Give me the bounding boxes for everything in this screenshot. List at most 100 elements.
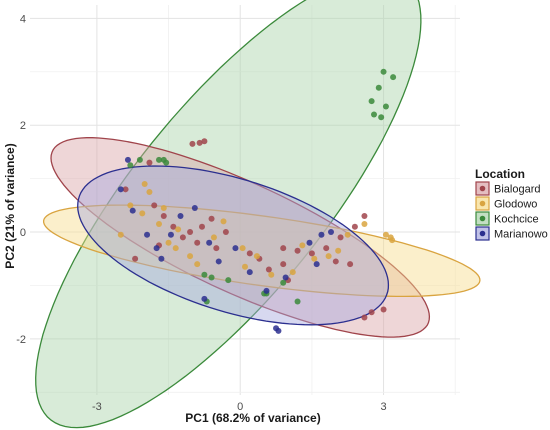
legend-item-bialogard: Bialogard — [475, 181, 540, 196]
point-bialogard — [201, 138, 208, 145]
point-bialogard — [351, 223, 358, 230]
point-kochcice — [371, 111, 377, 118]
ellipse-glodowo — [42, 204, 481, 298]
legend-items: Bialogard Glodowo Kochcice Marianowo — [475, 181, 548, 241]
point-glodowo — [311, 255, 318, 262]
point-kochcice — [280, 279, 287, 286]
point-marianowo — [313, 261, 320, 268]
point-glodowo — [382, 231, 389, 238]
point-kochcice — [375, 84, 382, 91]
point-bialogard — [213, 245, 220, 252]
point-marianowo — [275, 327, 282, 334]
point-glodowo — [389, 237, 396, 244]
point-glodowo — [268, 271, 275, 278]
point-glodowo — [239, 245, 246, 252]
point-marianowo — [124, 156, 131, 163]
point-marianowo — [232, 245, 239, 252]
point-bialogard — [199, 223, 205, 230]
point-glodowo — [141, 180, 148, 187]
point-marianowo — [158, 255, 165, 262]
y-tick-label: -2 — [16, 334, 26, 346]
point-kochcice — [294, 298, 301, 305]
point-glodowo — [361, 221, 368, 228]
legend-key-point — [479, 230, 486, 237]
ellipse-kochcice — [35, 0, 422, 429]
point-kochcice — [368, 98, 375, 105]
legend-label: Marianowo — [494, 229, 548, 241]
point-bialogard — [208, 215, 215, 222]
point-marianowo — [167, 231, 174, 238]
point-glodowo — [242, 263, 248, 270]
point-bialogard — [361, 314, 368, 321]
point-bialogard — [179, 234, 186, 241]
point-bialogard — [361, 213, 368, 220]
point-marianowo — [144, 231, 151, 238]
point-bialogard — [308, 250, 315, 257]
point-glodowo — [335, 247, 342, 254]
point-glodowo — [344, 231, 351, 238]
point-glodowo — [175, 226, 182, 233]
point-marianowo — [201, 295, 208, 302]
point-kochcice — [208, 274, 215, 281]
point-glodowo — [139, 210, 146, 217]
point-marianowo — [263, 287, 270, 294]
point-marianowo — [206, 239, 213, 246]
legend-label: Glodowo — [494, 199, 537, 211]
point-bialogard — [189, 140, 196, 147]
point-glodowo — [220, 218, 227, 225]
y-tick-label: 4 — [20, 13, 26, 25]
point-glodowo — [165, 239, 172, 246]
point-bialogard — [280, 245, 287, 252]
point-marianowo — [153, 245, 160, 252]
point-bialogard — [170, 223, 177, 230]
point-glodowo — [146, 188, 153, 195]
point-marianowo — [129, 207, 136, 214]
x-tick-label: 0 — [237, 401, 243, 413]
point-bialogard — [151, 202, 158, 209]
point-marianowo — [215, 258, 222, 265]
point-bialogard — [222, 229, 229, 236]
point-kochcice — [127, 162, 134, 169]
point-bialogard — [246, 250, 253, 257]
point-marianowo — [328, 229, 334, 236]
point-bialogard — [196, 139, 203, 146]
legend-label: Kochcice — [494, 214, 539, 226]
point-kochcice — [380, 68, 387, 75]
point-marianowo — [191, 205, 198, 212]
point-marianowo — [177, 213, 184, 220]
x-axis-title: PC1 (68.2% of variance) — [185, 411, 320, 425]
point-glodowo — [117, 231, 124, 238]
point-kochcice — [163, 159, 170, 166]
point-bialogard — [146, 159, 153, 166]
point-bialogard — [194, 239, 201, 246]
point-bialogard — [294, 247, 301, 254]
legend-key-point — [479, 215, 486, 222]
legend-item-glodowo: Glodowo — [475, 196, 537, 211]
point-glodowo — [172, 245, 179, 252]
point-bialogard — [332, 258, 339, 265]
point-marianowo — [306, 239, 313, 246]
legend-key-point — [479, 185, 486, 192]
point-marianowo — [282, 274, 289, 281]
legend: Location Bialogard Glodowo Kochcice Mariano… — [475, 167, 548, 241]
legend-title: Location — [475, 167, 525, 181]
point-glodowo — [253, 253, 260, 260]
point-bialogard — [368, 309, 375, 316]
point-bialogard — [337, 234, 344, 241]
point-bialogard — [132, 255, 139, 262]
point-bialogard — [265, 266, 272, 273]
point-bialogard — [347, 261, 354, 268]
data-points — [117, 68, 397, 334]
point-glodowo — [156, 221, 162, 228]
point-glodowo — [325, 253, 332, 260]
x-tick-label: 3 — [380, 401, 386, 413]
point-kochcice — [201, 271, 208, 278]
grid — [30, 5, 460, 395]
point-bialogard — [160, 213, 167, 220]
point-bialogard — [380, 306, 387, 313]
legend-label: Bialogard — [494, 184, 540, 196]
point-glodowo — [210, 234, 217, 241]
point-glodowo — [194, 261, 201, 268]
confidence-ellipses — [35, 0, 481, 429]
